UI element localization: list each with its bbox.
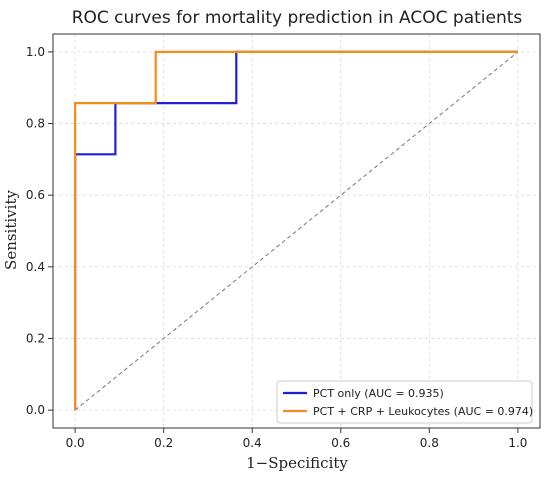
x-tick-label-4: 0.8	[420, 436, 439, 450]
x-tick-label-0: 0.0	[66, 436, 85, 450]
legend-box	[276, 380, 533, 424]
y-tick-label-0: 0.0	[26, 403, 45, 417]
x-axis-label: 1−Specificity	[246, 454, 348, 472]
reference-line	[74, 51, 519, 411]
legend-label-0: PCT only (AUC = 0.935)	[313, 387, 444, 400]
series-layer	[73, 50, 518, 411]
y-tick-label-1: 0.2	[26, 331, 45, 345]
y-tick-label-2: 0.4	[26, 260, 45, 274]
chart-title: ROC curves for mortality prediction in A…	[72, 8, 523, 28]
legend-label-1: PCT + CRP + Leukocytes (AUC = 0.974)	[313, 405, 533, 418]
legend: PCT only (AUC = 0.935) PCT + CRP + Leukoc…	[276, 380, 533, 424]
x-tick-label-1: 0.2	[154, 436, 173, 450]
reference-diagonal	[74, 51, 519, 411]
series-line-1	[73, 50, 518, 411]
plot-frame	[52, 33, 541, 429]
x-tick-label-3: 0.6	[331, 436, 350, 450]
y-tick-label-3: 0.6	[26, 188, 45, 202]
y-axis-ticks: 0.0 0.2 0.4 0.6 0.8 1.0	[26, 45, 53, 417]
x-tick-label-5: 1.0	[508, 436, 527, 450]
x-tick-label-2: 0.4	[243, 436, 262, 450]
y-axis-label: Sensitivity	[2, 190, 20, 270]
x-axis-ticks: 0.0 0.2 0.4 0.6 0.8 1.0	[66, 428, 527, 450]
y-tick-label-4: 0.8	[26, 117, 45, 131]
y-tick-label-5: 1.0	[26, 45, 45, 59]
